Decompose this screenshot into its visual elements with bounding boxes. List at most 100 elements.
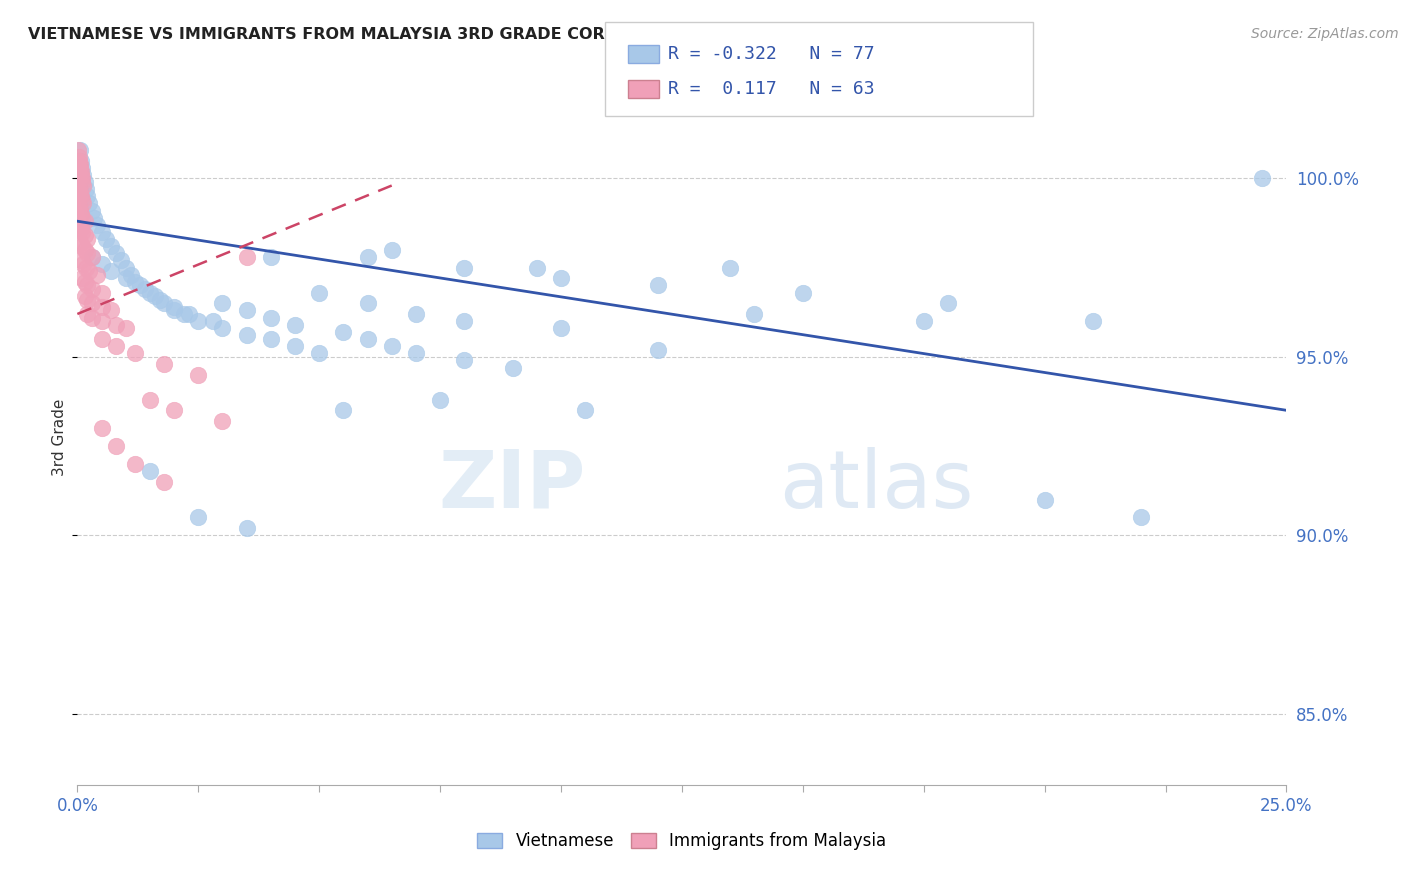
Point: [647, 278, 669, 293]
Point: [67, 200, 90, 214]
Point: [70, 271, 93, 285]
Point: [356, 250, 378, 264]
Legend: Vietnamese, Immigrants from Malaysia: Vietnamese, Immigrants from Malaysia: [471, 825, 893, 856]
Point: [405, 307, 427, 321]
Point: [912, 314, 935, 328]
Point: [187, 510, 209, 524]
Point: [83, 211, 105, 225]
Point: [79, 196, 101, 211]
Point: [235, 303, 257, 318]
Point: [139, 285, 162, 300]
Point: [143, 289, 166, 303]
Point: [70, 171, 93, 186]
Point: [100, 264, 122, 278]
Point: [1033, 492, 1056, 507]
Point: [124, 346, 146, 360]
Point: [70, 153, 93, 168]
Point: [356, 296, 378, 310]
Point: [526, 260, 548, 275]
Text: Source: ZipAtlas.com: Source: ZipAtlas.com: [1251, 27, 1399, 41]
Point: [105, 339, 128, 353]
Point: [90, 300, 112, 314]
Point: [90, 314, 112, 328]
Point: [76, 307, 98, 321]
Point: [69, 235, 91, 250]
Point: [69, 203, 91, 218]
Point: [177, 307, 200, 321]
Point: [308, 285, 330, 300]
Point: [550, 321, 572, 335]
Point: [76, 232, 98, 246]
Point: [211, 414, 233, 428]
Point: [201, 314, 224, 328]
Point: [75, 182, 97, 196]
Point: [72, 196, 94, 211]
Point: [70, 253, 93, 268]
Point: [67, 153, 90, 168]
Point: [80, 203, 103, 218]
Point: [70, 225, 93, 239]
Point: [405, 346, 427, 360]
Point: [187, 368, 209, 382]
Point: [70, 161, 93, 175]
Point: [90, 257, 112, 271]
Point: [80, 296, 103, 310]
Point: [153, 475, 176, 489]
Point: [453, 314, 475, 328]
Point: [332, 325, 354, 339]
Point: [139, 464, 162, 478]
Point: [1251, 171, 1274, 186]
Point: [792, 285, 814, 300]
Point: [73, 214, 96, 228]
Text: R = -0.322   N = 77: R = -0.322 N = 77: [668, 45, 875, 62]
Point: [76, 293, 98, 307]
Point: [72, 257, 94, 271]
Text: ZIP: ZIP: [437, 447, 585, 524]
Point: [124, 275, 146, 289]
Point: [356, 332, 378, 346]
Point: [381, 243, 404, 257]
Point: [284, 318, 307, 332]
Point: [69, 186, 91, 200]
Point: [936, 296, 959, 310]
Point: [73, 175, 96, 189]
Point: [308, 346, 330, 360]
Point: [647, 343, 669, 357]
Point: [90, 332, 112, 346]
Point: [70, 239, 93, 253]
Point: [70, 168, 93, 182]
Point: [1081, 314, 1104, 328]
Point: [153, 296, 176, 310]
Point: [86, 268, 108, 282]
Point: [134, 282, 156, 296]
Point: [100, 303, 122, 318]
Point: [69, 218, 91, 232]
Point: [80, 250, 103, 264]
Point: [79, 264, 101, 278]
Point: [163, 403, 186, 417]
Point: [129, 278, 152, 293]
Point: [73, 243, 96, 257]
Point: [550, 271, 572, 285]
Point: [163, 303, 186, 318]
Point: [70, 221, 93, 235]
Point: [80, 282, 103, 296]
Point: [69, 143, 91, 157]
Point: [114, 321, 136, 335]
Point: [235, 521, 257, 535]
Point: [90, 225, 112, 239]
Point: [235, 250, 257, 264]
Point: [139, 392, 162, 407]
Point: [90, 421, 112, 435]
Point: [69, 189, 91, 203]
Point: [114, 271, 136, 285]
Point: [187, 314, 209, 328]
Point: [381, 339, 404, 353]
Point: [75, 260, 97, 275]
Point: [70, 193, 93, 207]
Point: [718, 260, 741, 275]
Point: [105, 318, 128, 332]
Point: [69, 157, 91, 171]
Point: [453, 260, 475, 275]
Point: [211, 296, 233, 310]
